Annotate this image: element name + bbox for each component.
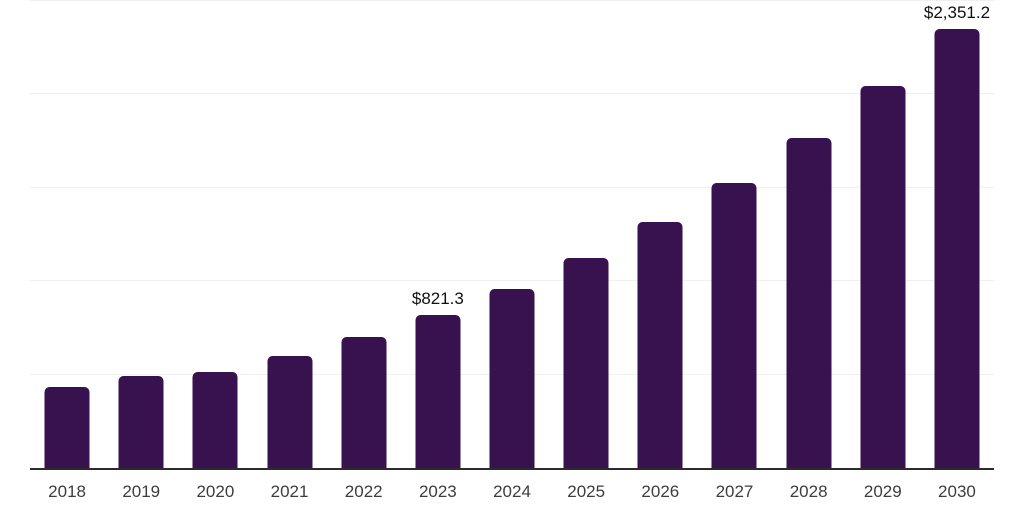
x-tick-2018: 2018 [48,482,86,501]
x-tick-2027: 2027 [715,482,754,501]
bar-slot-2025 [549,0,623,468]
bar-2029 [860,86,906,468]
x-tick-2021: 2021 [270,482,309,501]
bar-slot-2028 [772,0,846,468]
gridline-2500 [30,0,994,1]
bar-2027 [711,182,757,468]
x-axis-tick-labels: 2018 2019 2020 2021 2022 2023 2024 2025 2026 2027… [30,482,994,502]
bar-2022 [341,336,387,468]
bar-2026 [637,222,683,468]
x-tick-2028: 2028 [789,482,828,501]
data-label-2030: $2,351.2 [923,3,991,23]
bar-slot-2018 [30,0,104,468]
bar-slot-2020 [178,0,252,468]
gridline-1500 [30,186,994,188]
x-tick-2024: 2024 [493,482,531,501]
bar-2024 [489,289,535,468]
x-tick-2030: 2030 [938,482,976,501]
bar-slot-2022 [327,0,401,468]
x-tick-2025: 2025 [567,482,606,501]
x-tick-2022: 2022 [344,482,383,501]
bar-slot-2023: $821.3 [401,0,475,468]
plot-area: $821.3 $2,351.2 [30,0,994,470]
bar-2019 [118,376,164,468]
bar-slot-2026 [623,0,697,468]
bar-slot-2030: $2,351.2 [920,0,994,468]
x-tick-2026: 2026 [641,482,680,501]
bar-2030 [934,28,980,468]
bar-slot-2021 [252,0,326,468]
bar-2023 [415,314,461,468]
data-label-2023: $821.3 [411,288,464,308]
bar-slot-2019 [104,0,178,468]
bar-slot-2027 [697,0,771,468]
bar-2028 [786,138,832,468]
gridline-2000 [30,93,994,95]
x-tick-2029: 2029 [863,482,902,501]
x-tick-2020: 2020 [196,482,235,501]
x-tick-2023: 2023 [418,482,457,501]
bar-2018 [44,386,90,468]
x-tick-2019: 2019 [122,482,161,501]
gridline-1000 [30,280,994,282]
bar-slot-2024 [475,0,549,468]
bar-2025 [563,258,609,468]
bar-2021 [267,355,313,468]
bar-slot-2029 [846,0,920,468]
x-axis-line [30,468,994,470]
bar-2020 [192,372,238,468]
bar-series: $821.3 $2,351.2 [30,0,994,468]
